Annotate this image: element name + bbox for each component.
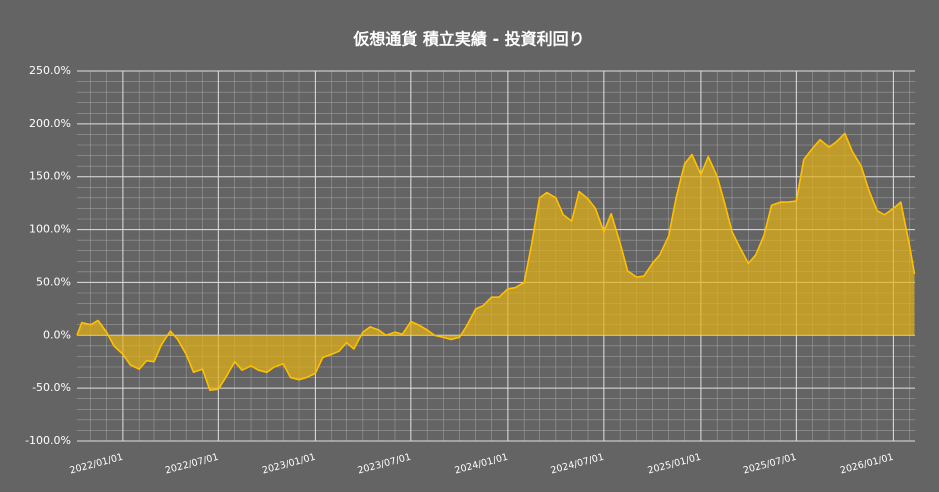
y-tick-label: 150.0%	[29, 170, 71, 183]
x-tick-label: 2025/07/01	[742, 452, 798, 477]
chart-title: 仮想通貨 積立実績 - 投資利回り	[352, 30, 584, 49]
y-tick-label: 50.0%	[36, 275, 71, 288]
x-tick-label: 2024/07/01	[550, 452, 606, 477]
x-tick-label: 2024/01/01	[454, 452, 510, 477]
y-tick-label: 0.0%	[43, 328, 71, 341]
line	[76, 132, 916, 392]
x-tick-label: 2022/01/01	[69, 452, 125, 477]
area	[77, 133, 915, 391]
x-tick-label: 2026/01/01	[839, 452, 895, 477]
y-tick-label: -100.0%	[25, 434, 71, 447]
x-tick-label: 2025/01/01	[647, 452, 703, 477]
y-tick-label: 100.0%	[29, 223, 71, 236]
y-tick-label: 200.0%	[29, 117, 71, 130]
x-tick-label: 2023/01/01	[261, 452, 317, 477]
x-tick-label: 2023/07/01	[357, 452, 413, 477]
y-tick-label: 250.0%	[29, 64, 71, 77]
y-tick-label: -50.0%	[32, 381, 71, 394]
x-tick-label: 2022/07/01	[164, 452, 220, 477]
